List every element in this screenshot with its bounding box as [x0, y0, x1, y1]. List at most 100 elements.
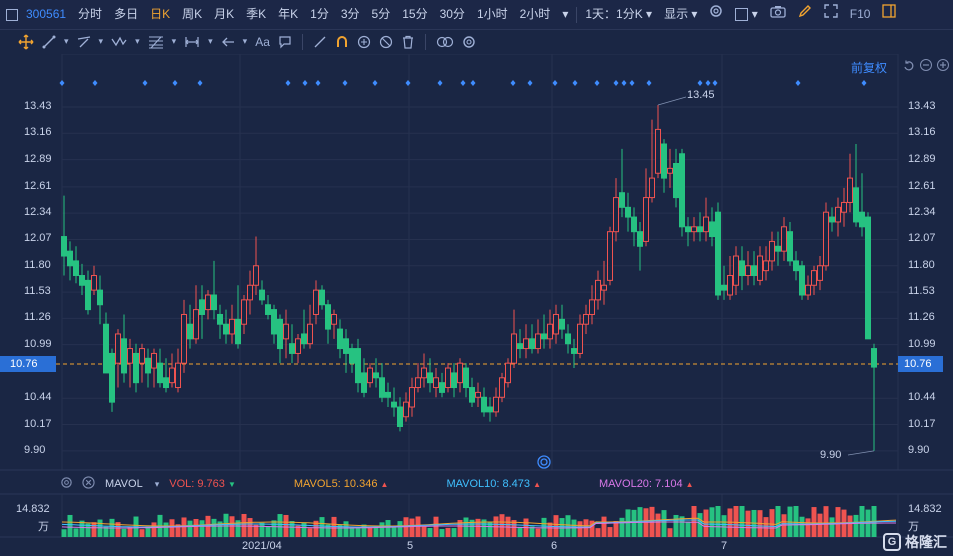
- candle[interactable]: [247, 270, 253, 315]
- candle[interactable]: [493, 387, 499, 417]
- event-dot[interactable]: [613, 80, 619, 86]
- event-dot[interactable]: [697, 80, 703, 86]
- candle[interactable]: [859, 173, 865, 237]
- tab-1hour[interactable]: 1小时: [476, 7, 508, 21]
- settings-icon[interactable]: [703, 0, 729, 29]
- candle[interactable]: [853, 144, 859, 227]
- event-dot[interactable]: [372, 80, 378, 86]
- candle[interactable]: [793, 251, 799, 281]
- event-dot[interactable]: [172, 80, 178, 86]
- candle[interactable]: [583, 304, 589, 334]
- candle[interactable]: [175, 348, 181, 393]
- candle[interactable]: [841, 187, 847, 227]
- candle[interactable]: [541, 314, 547, 349]
- candle[interactable]: [313, 280, 319, 325]
- candle[interactable]: [73, 246, 79, 284]
- volume-indicator-dropdown-icon[interactable]: ▾: [154, 478, 160, 489]
- candle[interactable]: [199, 285, 205, 339]
- candle[interactable]: [667, 148, 673, 188]
- candle[interactable]: [103, 312, 109, 374]
- candle[interactable]: [271, 304, 277, 344]
- camera-icon[interactable]: [764, 0, 792, 29]
- candle[interactable]: [697, 212, 703, 242]
- event-dot[interactable]: [342, 80, 348, 86]
- candle[interactable]: [325, 299, 331, 344]
- hide-drawings-icon[interactable]: [375, 30, 397, 53]
- lock-icon[interactable]: [353, 30, 375, 53]
- event-dot[interactable]: [594, 80, 600, 86]
- candle[interactable]: [391, 387, 397, 417]
- event-dot[interactable]: [285, 80, 291, 86]
- candle[interactable]: [757, 246, 763, 286]
- event-dot[interactable]: [861, 80, 867, 86]
- candle[interactable]: [727, 256, 733, 300]
- candle[interactable]: [349, 343, 355, 373]
- candle[interactable]: [571, 338, 577, 369]
- candle[interactable]: [565, 324, 571, 354]
- volume-indicator-name[interactable]: MAVOL: [105, 478, 143, 490]
- event-dot[interactable]: [437, 80, 443, 86]
- candle[interactable]: [745, 251, 751, 286]
- candle[interactable]: [67, 241, 73, 281]
- tab-daily-k[interactable]: 日K: [150, 7, 171, 21]
- zoom-out-icon[interactable]: [920, 59, 932, 71]
- candle[interactable]: [619, 148, 625, 218]
- magnet-icon[interactable]: [331, 30, 353, 53]
- candle[interactable]: [337, 319, 343, 359]
- candle[interactable]: [613, 178, 619, 242]
- candle[interactable]: [721, 265, 727, 300]
- checkbox-icon[interactable]: ▾: [729, 0, 763, 29]
- candle[interactable]: [235, 285, 241, 349]
- candle[interactable]: [589, 285, 595, 325]
- toolbar-settings-icon[interactable]: [458, 30, 480, 53]
- candle[interactable]: [829, 207, 835, 232]
- candle[interactable]: [295, 333, 301, 364]
- candle[interactable]: [709, 207, 715, 247]
- event-dot[interactable]: [460, 80, 466, 86]
- range-tool-icon[interactable]: [180, 30, 204, 53]
- candle[interactable]: [685, 217, 691, 247]
- candle[interactable]: [409, 377, 415, 417]
- candle[interactable]: [163, 358, 169, 393]
- candle[interactable]: [523, 324, 529, 359]
- fib-tool-icon[interactable]: [144, 30, 168, 53]
- zoom-in-icon[interactable]: [937, 59, 949, 71]
- candle[interactable]: [835, 197, 841, 237]
- line-tool-icon[interactable]: [38, 30, 60, 53]
- sidebar-toggle-icon[interactable]: [0, 0, 24, 29]
- candle[interactable]: [343, 329, 349, 373]
- candle[interactable]: [181, 299, 187, 373]
- arrow-tool-dropdown-icon[interactable]: ▾: [242, 36, 248, 46]
- event-dot[interactable]: [59, 80, 65, 86]
- candle[interactable]: [205, 290, 211, 320]
- tab-quarterly-k[interactable]: 季K: [246, 7, 267, 21]
- event-dot[interactable]: [92, 80, 98, 86]
- candle[interactable]: [637, 221, 643, 271]
- candle[interactable]: [817, 256, 823, 291]
- event-dot[interactable]: [197, 80, 203, 86]
- candle[interactable]: [241, 294, 247, 334]
- candle[interactable]: [283, 309, 289, 359]
- candle[interactable]: [451, 363, 457, 398]
- note-tool-icon[interactable]: [274, 30, 296, 53]
- candle[interactable]: [259, 280, 265, 305]
- candle[interactable]: [499, 372, 505, 403]
- candle[interactable]: [649, 119, 655, 203]
- candle[interactable]: [577, 314, 583, 359]
- candle[interactable]: [157, 348, 163, 388]
- panel-toggle-icon[interactable]: [876, 0, 902, 29]
- volume-settings-icon[interactable]: [60, 476, 73, 492]
- candle[interactable]: [655, 105, 661, 179]
- candle[interactable]: [631, 207, 637, 247]
- candle[interactable]: [229, 304, 235, 344]
- candle[interactable]: [439, 372, 445, 398]
- candle[interactable]: [511, 309, 517, 369]
- candle[interactable]: [811, 265, 817, 295]
- candle[interactable]: [79, 263, 85, 295]
- candle[interactable]: [871, 343, 877, 451]
- candle[interactable]: [253, 236, 259, 295]
- candle[interactable]: [673, 148, 679, 208]
- event-dot[interactable]: [795, 80, 801, 86]
- volume-close-icon[interactable]: [82, 476, 95, 492]
- tab-yearly-k[interactable]: 年K: [278, 7, 299, 21]
